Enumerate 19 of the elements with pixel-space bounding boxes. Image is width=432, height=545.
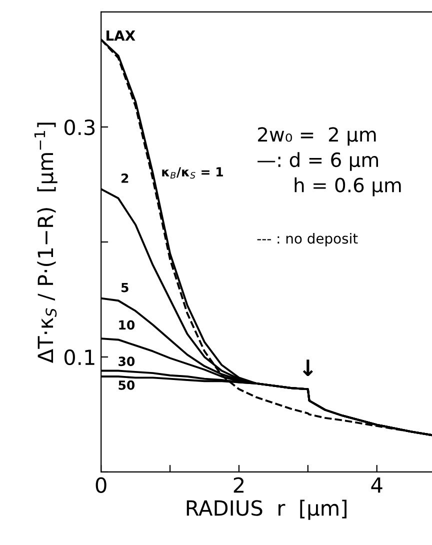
- annotation: h = 0.6 μm: [294, 177, 401, 196]
- series-label: κ$_{B}$/κ$_{S}$ = 1: [162, 167, 223, 179]
- y-tick-label: 0.1: [64, 349, 94, 366]
- series-label: 10: [119, 320, 135, 330]
- annotation: —: d = 6 μm: [258, 152, 378, 171]
- series-label: 5: [121, 282, 128, 292]
- series-label: 2: [122, 174, 128, 183]
- x-axis-title: RADIUS r [μm]: [186, 500, 346, 520]
- y-tick-label: 0.3: [64, 119, 95, 136]
- x-tick-label: 2: [234, 477, 244, 493]
- annotation: LAX: [106, 30, 136, 41]
- x-tick-label: 4: [371, 477, 382, 493]
- x-tick-label: 0: [96, 477, 106, 493]
- series-label: 30: [118, 356, 135, 366]
- annotation: --- : no deposit: [257, 232, 358, 246]
- annotation: 2w₀ = 2 μm: [258, 127, 376, 146]
- y-axis-title: ΔT·κ$_{S}$ / P·(1−R) [μm$^{−1}$]: [34, 122, 58, 363]
- series-label: 50: [118, 380, 135, 390]
- annotation: ↓: [302, 360, 313, 376]
